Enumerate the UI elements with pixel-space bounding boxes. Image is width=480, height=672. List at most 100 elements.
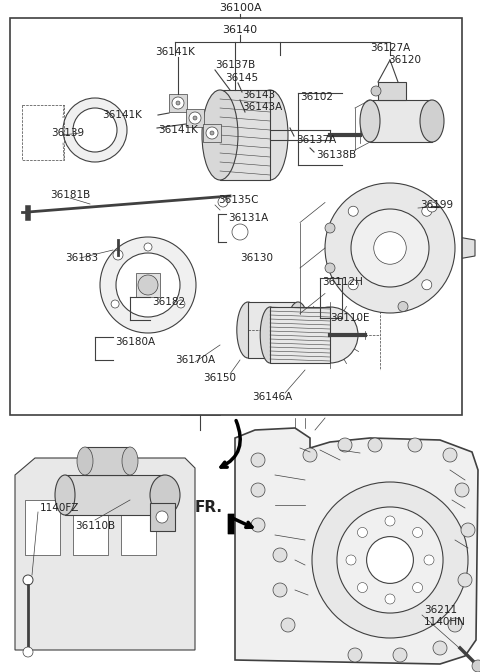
Circle shape <box>346 555 356 565</box>
Circle shape <box>433 641 447 655</box>
Circle shape <box>218 197 228 207</box>
Polygon shape <box>208 195 248 245</box>
Circle shape <box>116 253 180 317</box>
Ellipse shape <box>55 475 75 515</box>
Text: 36146A: 36146A <box>252 392 292 402</box>
Text: 36182: 36182 <box>152 297 185 307</box>
Circle shape <box>312 482 468 638</box>
Ellipse shape <box>420 100 444 142</box>
Circle shape <box>358 583 367 593</box>
Text: 36138B: 36138B <box>316 150 356 160</box>
Text: 36100A: 36100A <box>219 3 261 13</box>
Circle shape <box>398 302 408 312</box>
Circle shape <box>422 206 432 216</box>
Circle shape <box>358 528 367 538</box>
Text: 36110E: 36110E <box>330 313 370 323</box>
Ellipse shape <box>122 447 138 475</box>
Circle shape <box>368 438 382 452</box>
Ellipse shape <box>287 302 309 358</box>
Ellipse shape <box>237 302 259 358</box>
Ellipse shape <box>260 307 280 363</box>
Bar <box>150 503 175 531</box>
Circle shape <box>455 483 469 497</box>
Circle shape <box>281 618 295 632</box>
Text: 36131A: 36131A <box>228 213 268 223</box>
Circle shape <box>23 575 33 585</box>
Circle shape <box>443 448 457 462</box>
Text: 1140HN: 1140HN <box>424 617 466 627</box>
Circle shape <box>251 453 265 467</box>
Bar <box>65 475 165 515</box>
Bar <box>270 307 330 363</box>
Circle shape <box>251 518 265 532</box>
Bar <box>121 500 156 555</box>
Circle shape <box>251 483 265 497</box>
Ellipse shape <box>150 475 180 515</box>
Circle shape <box>193 116 197 120</box>
Text: 36143: 36143 <box>242 90 275 100</box>
Ellipse shape <box>302 307 358 363</box>
Text: FR.: FR. <box>195 501 223 515</box>
Circle shape <box>156 511 168 523</box>
Text: 36110B: 36110B <box>75 521 115 531</box>
Polygon shape <box>409 228 475 267</box>
Text: 36112H: 36112H <box>322 277 363 287</box>
Circle shape <box>138 275 158 295</box>
Bar <box>169 94 187 112</box>
Circle shape <box>413 583 422 593</box>
Text: 36170A: 36170A <box>175 355 215 365</box>
Text: 36130: 36130 <box>240 253 273 263</box>
Bar <box>378 82 406 100</box>
Polygon shape <box>235 428 478 664</box>
Text: 36137B: 36137B <box>215 60 255 70</box>
Text: 36199: 36199 <box>420 200 453 210</box>
Circle shape <box>351 209 429 287</box>
Circle shape <box>367 537 413 583</box>
Text: 36139: 36139 <box>51 128 84 138</box>
Ellipse shape <box>252 90 288 180</box>
Text: 36143A: 36143A <box>242 102 282 112</box>
Bar <box>220 90 270 180</box>
Text: 36150: 36150 <box>204 373 237 383</box>
Circle shape <box>424 555 434 565</box>
Circle shape <box>325 183 455 313</box>
Text: 1140FZ: 1140FZ <box>40 503 79 513</box>
Circle shape <box>413 528 422 538</box>
Ellipse shape <box>77 447 93 475</box>
Circle shape <box>408 438 422 452</box>
Text: 36211: 36211 <box>424 605 457 615</box>
Polygon shape <box>228 508 262 540</box>
Text: 36181B: 36181B <box>50 190 90 200</box>
Circle shape <box>374 232 406 264</box>
Text: 36141K: 36141K <box>102 110 142 120</box>
Text: 36102: 36102 <box>300 92 333 102</box>
Circle shape <box>176 101 180 105</box>
Ellipse shape <box>360 100 380 142</box>
Bar <box>248 302 298 358</box>
Bar <box>136 273 160 297</box>
Polygon shape <box>15 458 195 650</box>
Circle shape <box>206 127 218 139</box>
Text: 36135C: 36135C <box>218 195 259 205</box>
Circle shape <box>63 98 127 162</box>
Circle shape <box>348 280 358 290</box>
Circle shape <box>427 202 437 212</box>
Circle shape <box>348 206 358 216</box>
Circle shape <box>73 108 117 152</box>
Bar <box>203 124 221 142</box>
Circle shape <box>337 507 443 613</box>
Circle shape <box>385 594 395 604</box>
Text: 36141K: 36141K <box>155 47 195 57</box>
Text: 36180A: 36180A <box>115 337 155 347</box>
Circle shape <box>113 250 123 260</box>
Circle shape <box>273 583 287 597</box>
Text: 36145: 36145 <box>225 73 258 83</box>
Circle shape <box>144 243 152 251</box>
Circle shape <box>303 448 317 462</box>
Text: 36183: 36183 <box>65 253 98 263</box>
Bar <box>10 18 462 415</box>
Circle shape <box>23 647 33 657</box>
Bar <box>85 447 130 475</box>
Circle shape <box>100 237 196 333</box>
Circle shape <box>325 223 335 233</box>
